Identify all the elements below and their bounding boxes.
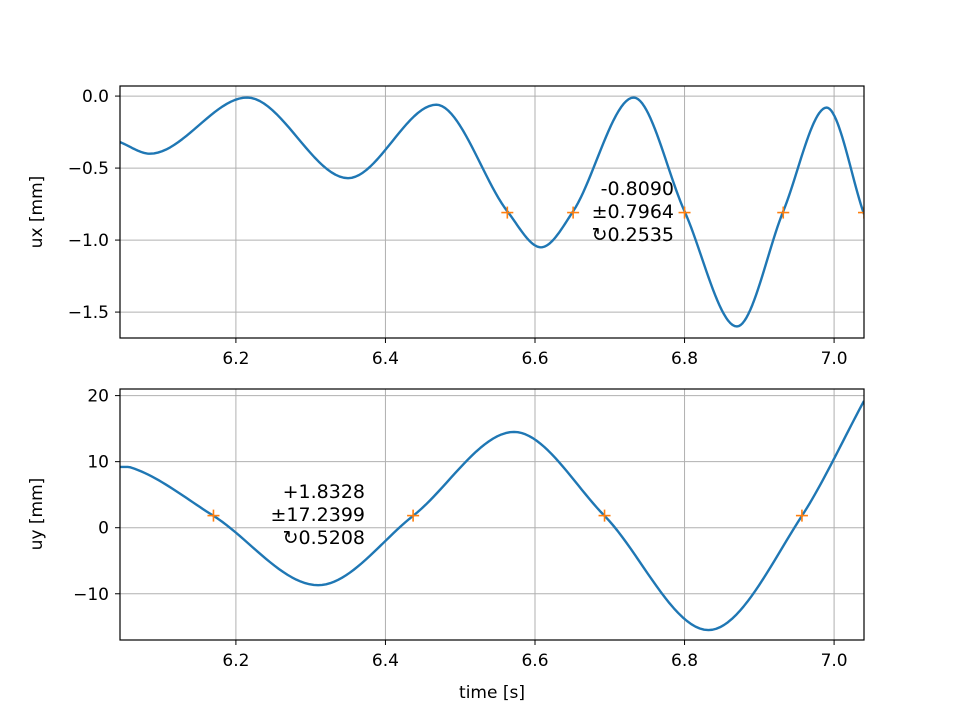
ux-ytick-label: 0.0 (82, 87, 109, 107)
ux-xtick-label: 6.2 (222, 349, 249, 369)
ux-annotation-line-1: -0.8090 (601, 178, 674, 200)
uy-ticks: 6.2 6.4 6.6 6.8 7.0 20 10 0 −10 (73, 387, 848, 671)
uy-ylabel: uy [mm] (27, 478, 47, 551)
ux-ylabel: ux [mm] (27, 176, 47, 249)
uy-crossing-marker (598, 509, 611, 522)
ux-annotation-line-2: ±0.7964 (592, 201, 674, 223)
uy-xtick-label: 6.8 (671, 651, 698, 671)
ux-xtick-label: 6.6 (521, 349, 548, 369)
ux-crossing-marker (777, 206, 790, 219)
ux-ytick-label: −1.5 (68, 303, 109, 323)
uy-xtick-label: 7.0 (821, 651, 848, 671)
ux-xtick-label: 6.4 (372, 349, 399, 369)
ux-xtick-label: 7.0 (821, 349, 848, 369)
uy-xtick-label: 6.6 (521, 651, 548, 671)
ux-crossing-marker (678, 206, 691, 219)
uy-annotation-line-2: ±17.2399 (271, 504, 366, 526)
uy-annotation-line-1: +1.8328 (283, 481, 365, 503)
ux-crossing-marker (567, 206, 580, 219)
uy-subplot: 6.2 6.4 6.6 6.8 7.0 20 10 0 −10 uy [mm] time [s]… (27, 387, 865, 703)
uy-axes-frame (119, 388, 865, 641)
uy-series-line (120, 400, 864, 632)
uy-ytick-label: 0 (98, 519, 109, 539)
uy-crossing-marker (407, 509, 420, 522)
ux-crossing-marker (501, 206, 514, 219)
ux-ytick-label: −1.0 (68, 231, 109, 251)
ux-data (120, 96, 864, 328)
ux-ytick-label: −0.5 (68, 159, 109, 179)
ux-subplot: 6.2 6.4 6.6 6.8 7.0 0.0 −0.5 −1.0 −1.5 ux [mm] -… (27, 85, 865, 369)
uy-ytick-label: −10 (73, 585, 109, 605)
ux-grid (120, 86, 864, 338)
uy-xlabel: time [s] (459, 683, 525, 703)
ux-series-line (120, 96, 864, 328)
ux-ticks: 6.2 6.4 6.6 6.8 7.0 0.0 −0.5 −1.0 −1.5 (68, 87, 848, 369)
ux-xtick-label: 6.8 (671, 349, 698, 369)
uy-data (120, 400, 864, 632)
ux-annotation-line-3: ↻0.2535 (592, 224, 674, 246)
uy-crossing-marker (207, 509, 220, 522)
uy-xtick-label: 6.2 (222, 651, 249, 671)
uy-ytick-label: 10 (87, 453, 109, 473)
uy-xtick-label: 6.4 (372, 651, 399, 671)
uy-annotation-line-3: ↻0.5208 (283, 527, 365, 549)
uy-crossing-marker (795, 509, 808, 522)
ux-crossing-marker (858, 206, 864, 219)
uy-grid (120, 389, 864, 640)
ux-axes-frame (119, 85, 865, 339)
uy-ytick-label: 20 (87, 387, 109, 407)
